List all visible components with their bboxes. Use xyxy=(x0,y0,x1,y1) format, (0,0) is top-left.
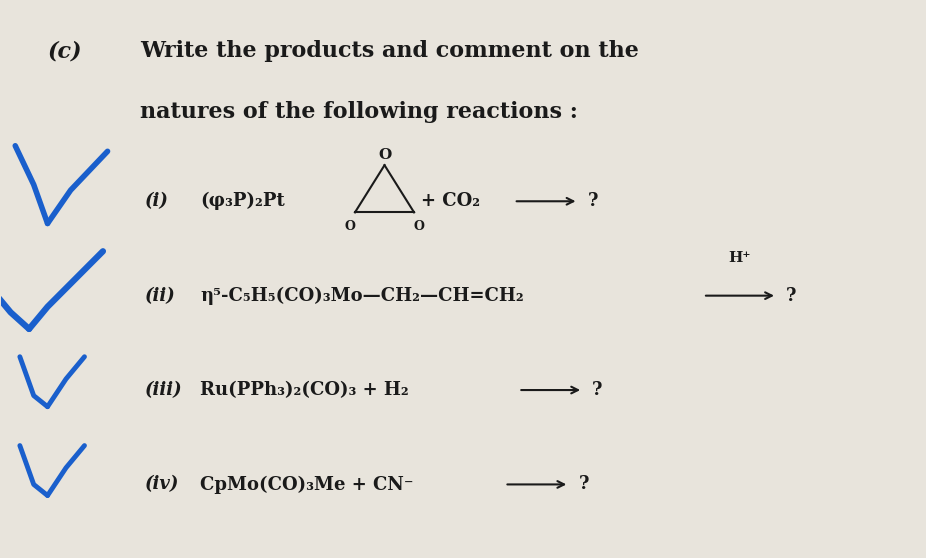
Text: (c): (c) xyxy=(47,40,82,62)
Text: natures of the following reactions :: natures of the following reactions : xyxy=(140,102,578,123)
Text: H⁺: H⁺ xyxy=(729,251,751,265)
Text: (i): (i) xyxy=(144,193,169,210)
Text: Write the products and comment on the: Write the products and comment on the xyxy=(140,40,639,62)
Text: + CO₂: + CO₂ xyxy=(421,193,481,210)
Text: CpMo(CO)₃Me + CN⁻: CpMo(CO)₃Me + CN⁻ xyxy=(200,475,413,494)
Text: ?: ? xyxy=(593,381,603,399)
Text: (iii): (iii) xyxy=(144,381,182,399)
Text: ?: ? xyxy=(786,287,796,305)
Text: O: O xyxy=(378,148,391,162)
Text: O: O xyxy=(344,220,356,233)
Text: Ru(PPh₃)₂(CO)₃ + H₂: Ru(PPh₃)₂(CO)₃ + H₂ xyxy=(200,381,408,399)
Text: η⁵-C₅H₅(CO)₃Mo—CH₂—CH=CH₂: η⁵-C₅H₅(CO)₃Mo—CH₂—CH=CH₂ xyxy=(200,286,523,305)
Text: (φ₃P)₂Pt: (φ₃P)₂Pt xyxy=(200,192,284,210)
Text: ?: ? xyxy=(579,475,589,493)
Text: O: O xyxy=(413,220,424,233)
Text: ?: ? xyxy=(588,193,598,210)
Text: (iv): (iv) xyxy=(144,475,179,493)
Text: (ii): (ii) xyxy=(144,287,175,305)
